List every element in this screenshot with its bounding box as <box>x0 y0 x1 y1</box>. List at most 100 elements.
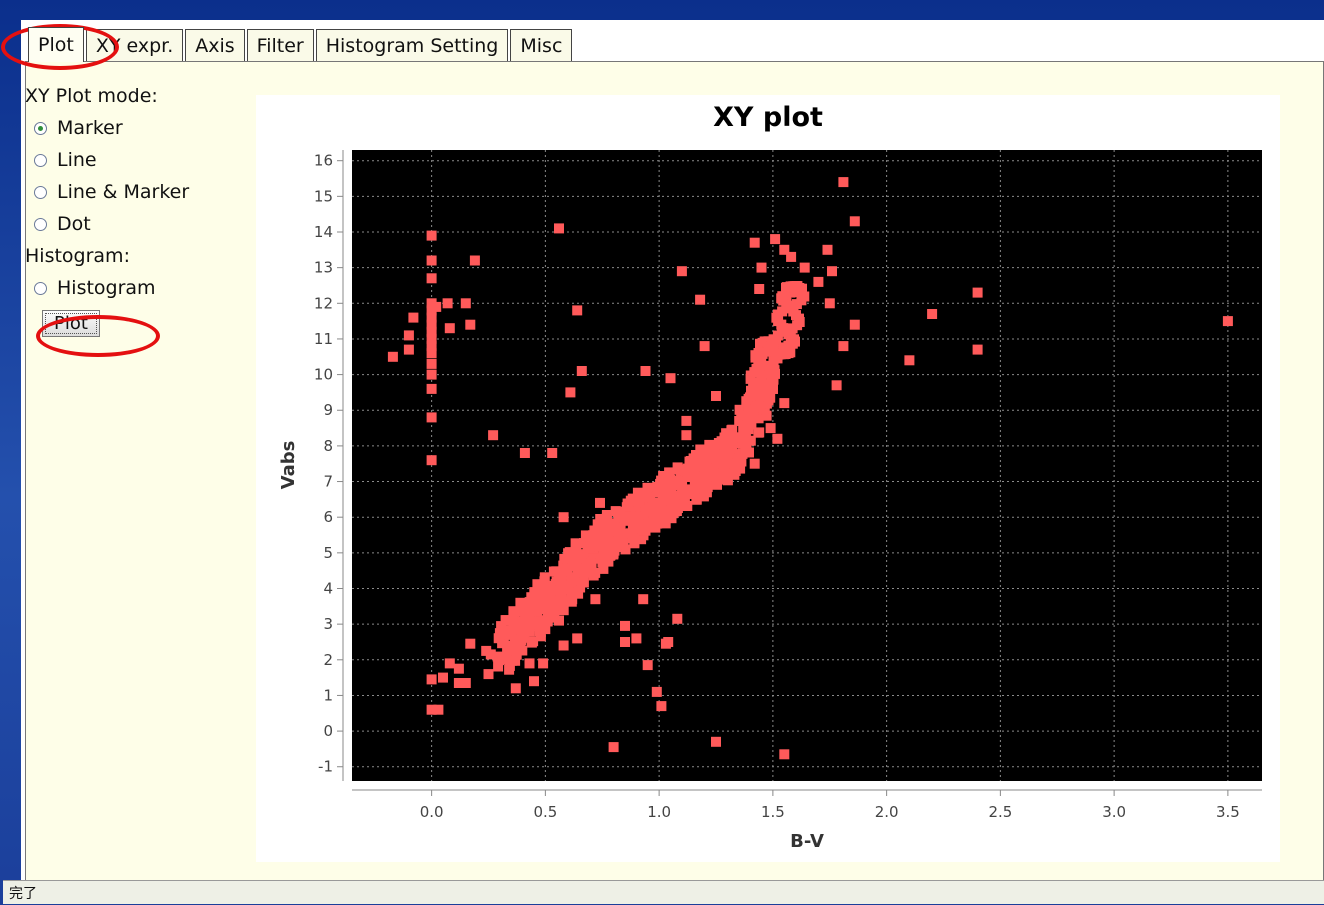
data-point <box>586 558 597 569</box>
x-axis-ticks: 0.0 0.5 1.0 1.5 2.0 2.5 3.0 3.5 <box>420 790 1240 821</box>
data-point <box>510 683 521 694</box>
data-point <box>485 649 496 660</box>
mode-marker-label: Marker <box>57 117 123 139</box>
x-tick-label: 3.0 <box>1102 803 1126 821</box>
tab-plot[interactable]: Plot <box>28 27 84 62</box>
x-axis-label: B-V <box>790 831 824 852</box>
data-point <box>431 301 442 312</box>
data-point <box>671 475 682 486</box>
data-point <box>799 262 810 273</box>
data-point <box>541 584 552 595</box>
data-point <box>615 522 626 533</box>
tab-filter[interactable]: Filter <box>246 29 314 62</box>
mode-line-option[interactable]: Line <box>25 144 255 176</box>
data-point <box>573 560 584 571</box>
data-point <box>972 287 983 298</box>
data-point <box>822 244 833 255</box>
y-tick-label: 2 <box>323 651 333 669</box>
data-point <box>1222 316 1233 327</box>
mode-line-marker-option[interactable]: Line & Marker <box>25 176 255 208</box>
data-point <box>656 500 667 510</box>
data-point <box>687 462 698 473</box>
data-point <box>849 319 860 330</box>
data-point <box>972 344 983 355</box>
data-point <box>564 547 575 558</box>
data-point <box>751 412 762 423</box>
data-point <box>587 543 598 554</box>
tab-misc[interactable]: Misc <box>510 29 573 62</box>
data-point <box>813 276 824 287</box>
data-point <box>426 455 437 466</box>
data-point <box>749 237 760 248</box>
data-point <box>597 520 608 531</box>
mode-dot-label: Dot <box>57 213 91 235</box>
data-point <box>426 230 437 241</box>
data-point <box>636 515 647 526</box>
data-point <box>711 453 722 464</box>
data-point <box>603 528 614 539</box>
data-point <box>656 701 667 712</box>
data-point <box>620 620 630 631</box>
data-point <box>526 637 537 648</box>
data-point <box>444 323 455 334</box>
data-point <box>540 624 551 635</box>
data-point <box>580 530 591 541</box>
data-point <box>572 633 583 644</box>
tab-histogram-setting[interactable]: Histogram Setting <box>315 29 509 62</box>
data-point <box>657 510 668 521</box>
data-point <box>617 530 628 540</box>
y-tick-label: 3 <box>323 615 333 633</box>
data-point <box>595 497 605 508</box>
radio-line-marker[interactable] <box>34 185 47 199</box>
data-point <box>426 312 437 323</box>
data-point <box>694 462 705 473</box>
data-point <box>556 566 567 577</box>
histogram-option[interactable]: Histogram <box>25 272 255 304</box>
data-point <box>664 469 675 480</box>
mode-dot-option[interactable]: Dot <box>25 208 255 240</box>
y-tick-label: 4 <box>323 579 333 597</box>
data-point <box>403 330 414 341</box>
data-point <box>676 266 687 277</box>
data-point <box>438 672 448 683</box>
y-tick-label: 1 <box>323 686 333 704</box>
data-point <box>426 255 437 266</box>
data-point <box>711 736 721 747</box>
data-point <box>534 619 544 630</box>
data-point <box>492 651 503 662</box>
data-point <box>648 514 659 525</box>
radio-histogram[interactable] <box>34 281 47 295</box>
histogram-option-label: Histogram <box>57 277 156 299</box>
data-point <box>608 742 619 753</box>
data-point <box>533 598 544 608</box>
data-point <box>426 341 437 352</box>
y-tick-label: 11 <box>314 330 333 348</box>
data-point <box>696 453 707 464</box>
data-point <box>558 512 569 523</box>
data-point <box>749 458 760 469</box>
x-tick-label: 3.5 <box>1216 803 1240 821</box>
data-point <box>519 448 530 458</box>
radio-marker[interactable] <box>34 121 47 135</box>
data-point <box>548 566 559 577</box>
tab-axis[interactable]: Axis <box>185 29 245 62</box>
radio-line[interactable] <box>34 153 47 167</box>
data-point <box>534 586 545 597</box>
data-point <box>453 678 464 688</box>
plot-area <box>352 150 1262 781</box>
highlight-ring-plot-button <box>36 315 160 357</box>
radio-dot[interactable] <box>34 217 47 231</box>
y-tick-label: 0 <box>323 722 333 740</box>
data-point <box>546 606 557 617</box>
data-point <box>588 570 599 581</box>
data-point <box>736 456 747 467</box>
data-point <box>754 284 765 294</box>
data-point <box>595 553 606 564</box>
mode-marker-option[interactable]: Marker <box>25 112 255 144</box>
data-point <box>679 494 690 505</box>
data-point <box>603 556 614 567</box>
data-point <box>761 410 772 421</box>
data-point <box>703 445 714 456</box>
data-point <box>565 387 576 398</box>
data-point <box>745 435 756 446</box>
